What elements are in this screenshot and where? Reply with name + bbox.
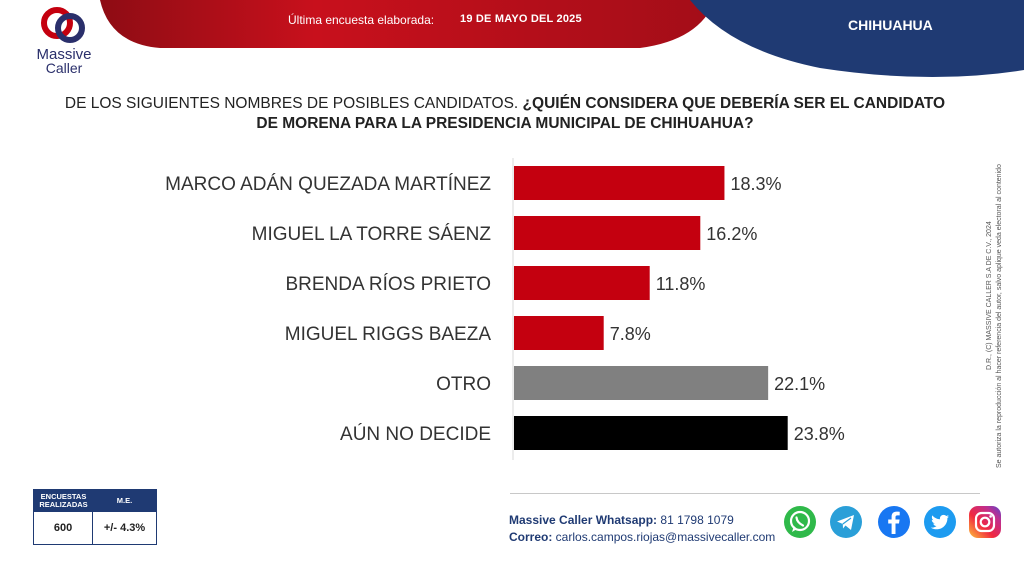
bar-2 [514, 266, 650, 300]
category-label: OTRO [436, 374, 491, 395]
question-intro: DE LOS SIGUIENTES NOMBRES DE POSIBLES CA… [64, 95, 523, 112]
stats-margin-value: +/- 4.3% [103, 522, 146, 534]
value-label: 18.3% [730, 174, 781, 194]
value-label: 22.1% [774, 374, 825, 394]
instagram-icon[interactable] [968, 505, 1002, 539]
category-label: MARCO ADÁN QUEZADA MARTÍNEZ [165, 174, 491, 195]
stats-header-margin: M.E. [116, 496, 133, 505]
stats-header-surveys: ENCUESTAS REALIZADAS [39, 492, 88, 509]
telegram-icon[interactable] [829, 505, 863, 539]
whatsapp-icon[interactable] [783, 505, 817, 539]
stats-header: ENCUESTAS REALIZADAS M.E. [34, 490, 156, 512]
contact-email: Correo: carlos.campos.riojas@massivecall… [509, 530, 775, 544]
email-address[interactable]: carlos.campos.riojas@massivecaller.com [552, 530, 776, 544]
bar-1 [514, 216, 701, 250]
massive-caller-logo: Massive Caller [28, 6, 100, 76]
category-label: AÚN NO DECIDE [340, 423, 491, 445]
question-main-line2: DE MORENA PARA LA PRESIDENCIA MUNICIPAL … [256, 115, 754, 132]
survey-question: DE LOS SIGUIENTES NOMBRES DE POSIBLES CA… [40, 94, 970, 134]
logo-text-caller: Caller [45, 60, 83, 76]
contact-whatsapp: Massive Caller Whatsapp: 81 1798 1079 [509, 513, 734, 527]
survey-date: 19 DE MAYO DEL 2025 [460, 13, 582, 25]
stats-surveys-value: 600 [34, 512, 94, 544]
whatsapp-label: Massive Caller Whatsapp: [509, 513, 658, 527]
question-main: ¿QUIÉN CONSIDERA QUE DEBERÍA SER EL CAND… [522, 95, 946, 112]
category-label: MIGUEL RIGGS BAEZA [285, 324, 492, 345]
logo-icon [41, 7, 85, 43]
header-banner [100, 0, 1024, 78]
whatsapp-number[interactable]: 81 1798 1079 [657, 513, 734, 527]
copyright-line2: Se autoriza la reproducción al hacer ref… [996, 164, 1003, 468]
facebook-icon[interactable] [877, 505, 911, 539]
value-label: 16.2% [706, 224, 757, 244]
sample-stats-table: ENCUESTAS REALIZADAS M.E. 600 +/- 4.3% [33, 489, 157, 545]
survey-date-label: Última encuesta elaborada: [288, 13, 435, 27]
stats-values: 600 +/- 4.3% [34, 512, 156, 544]
twitter-icon[interactable] [923, 505, 957, 539]
email-label: Correo: [509, 530, 553, 544]
bar-chart: MARCO ADÁN QUEZADA MARTÍNEZ 18.3% MIGUEL L… [165, 158, 845, 460]
bar-0 [514, 166, 725, 200]
category-label: BRENDA RÍOS PRIETO [285, 274, 491, 295]
category-label: MIGUEL LA TORRE SÁENZ [252, 224, 492, 245]
contact-divider [510, 493, 980, 494]
bar-3 [514, 316, 604, 350]
bar-5 [514, 416, 788, 450]
value-label: 23.8% [794, 424, 845, 444]
value-label: 7.8% [610, 324, 651, 344]
logo-text-massive: Massive [36, 46, 92, 63]
region-title: CHIHUAHUA [848, 17, 933, 33]
copyright-line1: D.R., (C) MASSIVE CALLER S.A DE C.V., 20… [986, 221, 993, 370]
value-label: 11.8% [656, 274, 706, 294]
bar-4 [514, 366, 769, 400]
copyright-note: D.R., (C) MASSIVE CALLER S.A DE C.V., 20… [986, 164, 1003, 468]
